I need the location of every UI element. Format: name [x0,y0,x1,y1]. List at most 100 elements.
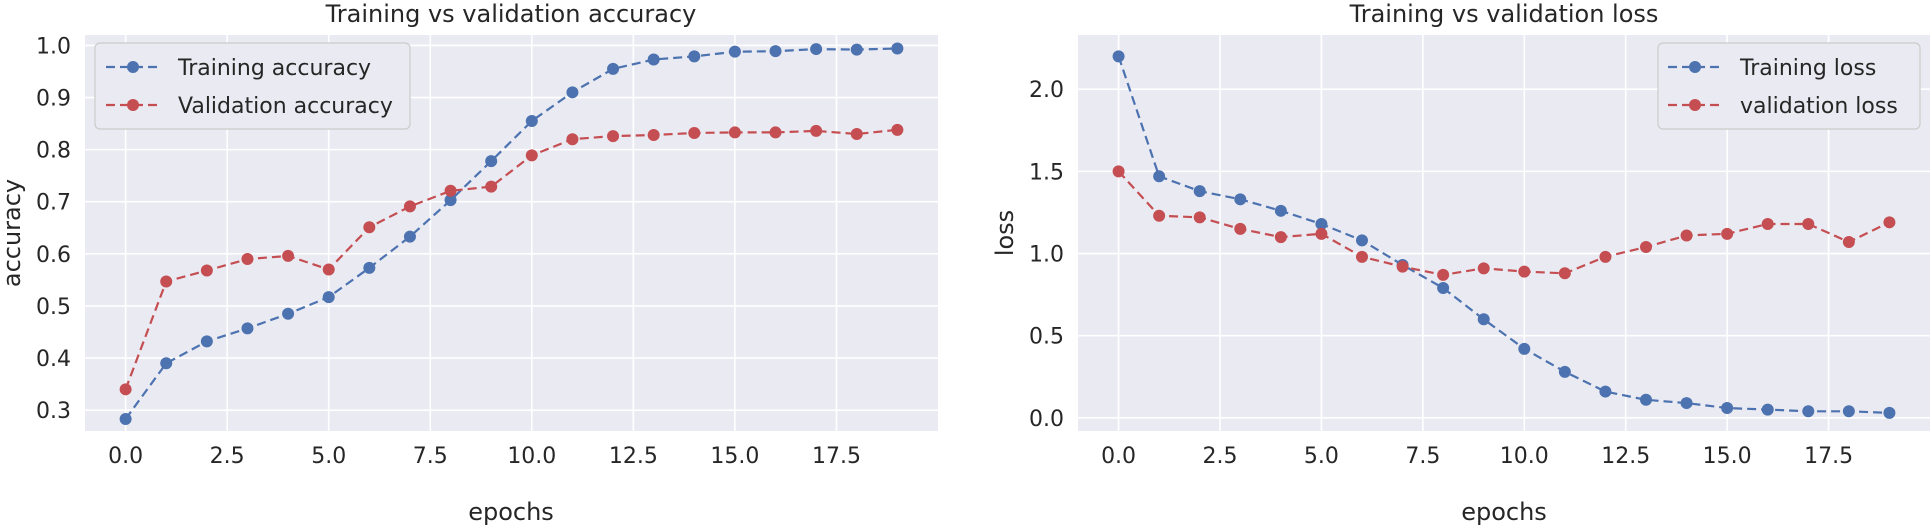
data-point-validation-loss [1518,265,1531,278]
data-point-validation-accuracy [769,126,782,139]
data-point-training-accuracy [728,45,741,58]
data-point-validation-loss [1193,211,1206,224]
data-point-training-accuracy [403,230,416,243]
data-point-training-accuracy [525,114,538,127]
x-tick-label: 10.0 [1500,444,1549,469]
series-line-training-loss [1117,56,1890,414]
data-point-validation-accuracy [282,249,295,262]
loss-chart: 0.0 2.5 5.0 7.5 10.0 12.5 15.0 17.5 0.0 0.5 1.0 1.5… [991,0,1930,526]
data-point-validation-accuracy [160,275,173,288]
data-point-training-accuracy [647,53,660,66]
data-point-training-accuracy [444,194,457,207]
y-tick-label: 0.0 [1029,407,1064,432]
data-point-training-accuracy [850,43,863,56]
data-point-training-loss [1112,50,1125,63]
data-point-training-loss [1356,234,1368,247]
legend-entry-training-loss: Training loss [1668,56,1876,81]
x-tick-label: 5.0 [311,444,346,469]
y-axis-label: accuracy [0,179,26,287]
legend-marker [1689,61,1701,73]
data-point-validation-accuracy [566,133,579,146]
legend-box [94,42,411,130]
data-point-training-accuracy [322,291,335,304]
y-tick-label: 0.5 [1029,325,1064,350]
data-point-training-accuracy [688,50,701,63]
chart-title: Training vs validation accuracy [325,0,697,28]
data-point-training-loss [1437,282,1450,295]
data-point-validation-loss [1315,227,1328,240]
data-point-validation-accuracy [607,130,620,143]
data-point-validation-loss [1721,227,1734,240]
data-point-training-accuracy [363,261,376,274]
data-point-training-loss [1518,342,1531,355]
legend-box [1657,42,1921,130]
data-point-validation-accuracy [241,253,254,266]
data-point-validation-loss [1112,165,1125,178]
data-point-validation-accuracy [891,123,904,136]
x-tick-label: 15.0 [710,444,759,469]
y-tick-label: 1.5 [1029,160,1064,185]
data-point-validation-loss [1396,260,1409,273]
x-axis-label: epochs [1461,498,1547,526]
x-tick-label: 12.5 [1601,444,1650,469]
legend-entry-validation-accuracy: Validation accuracy [106,94,393,119]
data-point-training-loss [1640,393,1652,406]
data-point-training-loss [1842,405,1855,418]
data-point-training-accuracy [607,62,620,75]
y-tick-label: 0.9 [36,87,71,112]
data-point-validation-accuracy [322,263,335,276]
data-point-validation-accuracy [200,264,213,277]
series-line-validation-accuracy [124,128,898,390]
x-tick-label: 12.5 [609,444,658,469]
data-point-validation-loss [1842,236,1855,249]
data-point-training-accuracy [810,43,823,56]
y-tick-label: 0.6 [36,243,71,268]
data-point-training-loss [1883,406,1896,419]
accuracy-chart: 0.0 2.5 5.0 7.5 10.0 12.5 15.0 17.5 0.3 0.4 0.5 0.6… [0,0,938,526]
y-tick-label: 0.5 [36,295,71,320]
data-point-training-loss [1234,193,1247,206]
data-point-training-loss [1761,403,1774,416]
data-point-validation-accuracy [728,126,741,139]
data-point-training-loss [1315,217,1328,230]
data-point-validation-loss [1356,250,1368,263]
data-point-validation-loss [1802,217,1815,230]
legend-label: Training accuracy [177,56,371,81]
legend-marker [1689,99,1701,111]
data-point-validation-loss [1640,240,1652,253]
data-point-validation-loss [1153,209,1166,222]
x-axis-label: epochs [468,498,554,526]
y-tick-label: 2.0 [1029,78,1064,103]
data-point-validation-loss [1477,262,1490,275]
data-point-training-accuracy [119,413,132,426]
x-tick-label: 0.0 [108,444,143,469]
tick-labels: 0.0 2.5 5.0 7.5 10.0 12.5 15.0 17.5 0.3 0.4 0.5 0.6… [36,34,861,469]
data-point-validation-loss [1599,250,1612,263]
legend-marker [127,61,139,73]
data-point-training-accuracy [769,45,782,58]
series-line-validation-loss [1117,170,1890,277]
data-point-training-accuracy [200,335,213,348]
data-point-validation-loss [1274,231,1287,244]
data-point-validation-accuracy [810,124,823,137]
y-tick-label: 1.0 [1029,243,1064,268]
legend-entry-training-accuracy: Training accuracy [106,56,371,81]
legend-label: validation loss [1740,94,1898,119]
x-tick-label: 5.0 [1304,444,1339,469]
data-point-training-loss [1477,313,1490,326]
data-point-validation-accuracy [363,221,376,234]
legend-label: Validation accuracy [178,94,393,119]
y-tick-label: 0.8 [36,139,71,164]
data-point-training-accuracy [566,86,579,99]
tick-labels: 0.0 2.5 5.0 7.5 10.0 12.5 15.0 17.5 0.0 0.5 1.0 1.5… [1029,78,1853,469]
y-tick-label: 0.4 [36,347,71,372]
legend-label: Training loss [1739,56,1876,81]
data-point-training-accuracy [891,42,904,55]
x-tick-label: 17.5 [1804,444,1853,469]
data-point-validation-loss [1437,268,1450,281]
data-point-training-accuracy [485,155,498,168]
legend-marker [127,99,139,111]
data-point-training-loss [1599,385,1612,398]
x-tick-label: 0.0 [1101,444,1136,469]
